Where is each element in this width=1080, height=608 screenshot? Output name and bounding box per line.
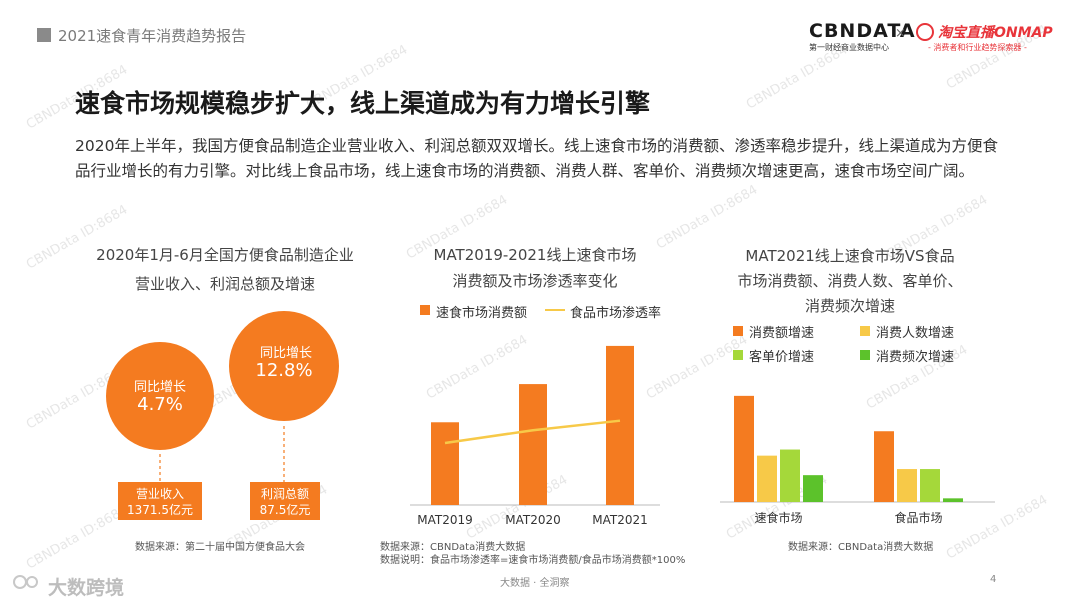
right-bar-食品市场-消费人数增速 bbox=[897, 469, 917, 502]
right-legend-swatch-4 bbox=[860, 350, 870, 360]
cbndata-logo-subtitle: 第一财经商业数据中心 bbox=[809, 43, 889, 52]
mid-bar-MAT2019 bbox=[431, 422, 459, 505]
mid-x-tick-label: MAT2020 bbox=[505, 513, 561, 527]
circle2-label: 同比增长 bbox=[260, 346, 313, 361]
mid-legend-bar-label: 速食市场消费额 bbox=[436, 306, 528, 321]
taobao-live-icon bbox=[916, 23, 934, 41]
right-legend-label-3: 客单价增速 bbox=[749, 350, 815, 365]
mid-chart-title-line1: MAT2019-2021线上速食市场 bbox=[433, 246, 637, 264]
right-bar-速食市场-消费额增速 bbox=[734, 395, 754, 502]
revenue-box bbox=[118, 482, 202, 520]
right-chart-title: MAT2021线上速食市场VS食品 市场消费额、消费人数、客单价、 消费频次增速 bbox=[700, 244, 1000, 319]
profit-box bbox=[250, 482, 320, 520]
right-panel-source: 数据来源：CBNData消费大数据 bbox=[788, 542, 934, 553]
right-legend-swatch-2 bbox=[860, 326, 870, 336]
left-panel-graphic bbox=[106, 311, 339, 520]
profit-box-value: 87.5亿元 bbox=[259, 503, 311, 517]
slide-title: 速食市场规模稳步扩大，线上渠道成为有力增长引擎 bbox=[75, 89, 651, 118]
mid-bar-MAT2020 bbox=[519, 384, 547, 505]
profit-box-label: 利润总额 bbox=[260, 487, 309, 501]
mid-panel-source: 数据来源：CBNData消费大数据 bbox=[380, 542, 526, 553]
right-bar-速食市场-消费频次增速 bbox=[803, 475, 823, 502]
mid-chart-title: MAT2019-2021线上速食市场 消费额及市场渗透率变化 bbox=[400, 242, 670, 294]
mid-legend-bar-swatch bbox=[420, 305, 430, 315]
right-legend-swatch-3 bbox=[733, 350, 743, 360]
brand-logo-icon bbox=[13, 575, 38, 589]
circle2-value: 12.8% bbox=[255, 360, 313, 381]
right-bar-食品市场-消费频次增速 bbox=[943, 498, 963, 502]
right-legend-label-1: 消费额增速 bbox=[749, 326, 815, 341]
right-chart: 速食市场 食品市场 bbox=[720, 395, 995, 525]
taobao-live-subtitle: - 消费者和行业趋势探索器 - bbox=[928, 43, 1027, 52]
brand-name: 大数跨境 bbox=[48, 577, 125, 599]
cbndata-logo: CBNDATA bbox=[809, 20, 916, 42]
mid-x-tick-label: MAT2021 bbox=[592, 513, 648, 527]
profit-box-text: 利润总额 87.5亿元 bbox=[250, 486, 320, 518]
mid-x-tick-label: MAT2019 bbox=[417, 513, 473, 527]
right-legend-label-2: 消费人数增速 bbox=[876, 326, 955, 341]
mid-penetration-line bbox=[444, 419, 621, 445]
right-chart-title-line2: 市场消费额、消费人数、客单价、 bbox=[737, 272, 963, 290]
right-bar-速食市场-消费人数增速 bbox=[757, 455, 777, 502]
revenue-box-label: 营业收入 bbox=[135, 487, 184, 501]
left-panel-title-line2: 营业收入、利润总额及增速 bbox=[134, 275, 315, 293]
footer-text: 大数据 · 全洞察 bbox=[500, 578, 570, 589]
mid-bar-MAT2021 bbox=[606, 345, 634, 505]
mid-legend-line-label: 食品市场渗透率 bbox=[570, 306, 662, 321]
taobao-live-logo: 淘宝直播ONMAP bbox=[938, 25, 1053, 41]
mid-legend-line-swatch bbox=[545, 309, 565, 311]
mid-chart: MAT2019 MAT2020 MAT2021 bbox=[410, 345, 660, 527]
profit-growth-circle bbox=[229, 311, 339, 421]
report-title: 2021速食青年消费趋势报告 bbox=[58, 27, 247, 45]
right-legend-swatch-1 bbox=[733, 326, 743, 336]
right-legend: 消费额增速 消费人数增速 客单价增速 消费频次增速 bbox=[733, 322, 993, 366]
header-square-icon bbox=[37, 28, 51, 42]
mid-chart-title-line2: 消费额及市场渗透率变化 bbox=[452, 272, 618, 290]
right-bar-食品市场-消费额增速 bbox=[874, 431, 894, 502]
revenue-growth-circle bbox=[106, 342, 214, 450]
right-chart-title-line3: 消费频次增速 bbox=[804, 297, 895, 315]
right-x-tick-label: 速食市场 bbox=[754, 510, 802, 525]
circle1-value: 4.7% bbox=[137, 394, 183, 415]
revenue-box-text: 营业收入 1371.5亿元 bbox=[118, 486, 202, 518]
circle1-label: 同比增长 bbox=[133, 380, 186, 395]
revenue-box-value: 1371.5亿元 bbox=[127, 503, 193, 517]
right-legend-label-4: 消费频次增速 bbox=[876, 350, 955, 365]
right-bar-速食市场-客单价增速 bbox=[780, 449, 800, 502]
logo-separator: × bbox=[895, 26, 906, 41]
mid-panel-note: 数据说明：食品市场渗透率=速食市场消费额/食品市场消费额*100% bbox=[380, 555, 686, 566]
left-panel-title-line1: 2020年1月-6月全国方便食品制造企业 bbox=[96, 246, 354, 264]
right-bar-食品市场-客单价增速 bbox=[920, 469, 940, 502]
right-x-tick-label: 食品市场 bbox=[894, 510, 942, 525]
left-panel-title: 2020年1月-6月全国方便食品制造企业 营业收入、利润总额及增速 bbox=[70, 242, 380, 297]
left-panel-source: 数据来源：第二十届中国方便食品大会 bbox=[135, 542, 305, 553]
right-chart-title-line1: MAT2021线上速食市场VS食品 bbox=[745, 247, 955, 265]
lead-paragraph: 2020年上半年，我国方便食品制造企业营业收入、利润总额双双增长。线上速食市场的… bbox=[75, 137, 998, 180]
page-number: 4 bbox=[990, 574, 997, 585]
